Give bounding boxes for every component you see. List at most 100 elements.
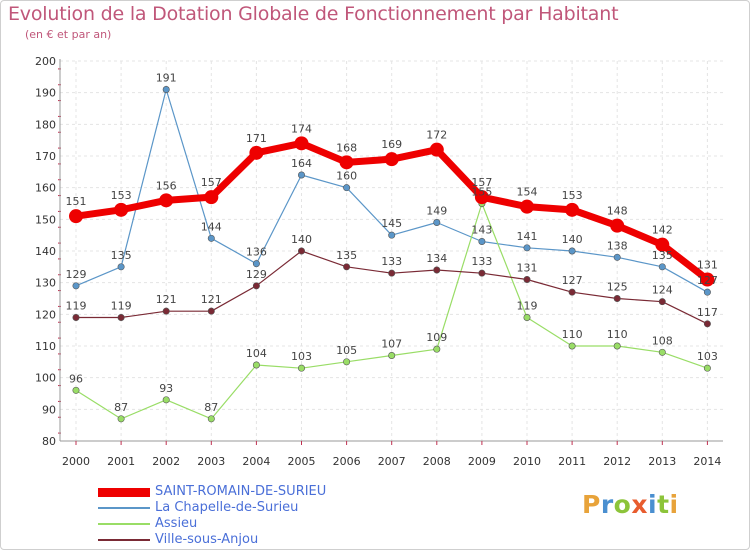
data-label: 125 [607, 281, 628, 294]
y-tick-label: 160 [35, 182, 56, 195]
data-point [297, 171, 305, 179]
data-label: 156 [156, 179, 177, 192]
data-point [610, 218, 625, 233]
data-label: 121 [156, 293, 177, 306]
data-point [162, 86, 170, 94]
data-label: 151 [66, 195, 87, 208]
x-tick-label: 2008 [423, 455, 451, 468]
data-point [703, 288, 711, 296]
data-label: 154 [517, 186, 538, 199]
data-label: 117 [697, 306, 718, 319]
data-point [700, 272, 715, 287]
legend-item: La Chapelle-de-Surieu [98, 500, 398, 516]
x-tick-label: 2002 [152, 455, 180, 468]
y-tick-label: 180 [35, 118, 56, 131]
logo-letter: t [657, 490, 670, 519]
data-label: 131 [517, 262, 538, 275]
data-point [478, 269, 486, 277]
data-point [249, 145, 264, 160]
data-point [159, 193, 174, 208]
data-point [252, 282, 260, 290]
data-label: 153 [111, 189, 132, 202]
logo-letter: i [648, 490, 658, 519]
data-point [658, 263, 666, 271]
x-tick-label: 2012 [603, 455, 631, 468]
data-point [478, 238, 486, 246]
data-point [655, 237, 670, 252]
y-tick-label: 80 [42, 435, 56, 448]
data-point [658, 298, 666, 306]
data-label: 144 [201, 220, 222, 233]
legend-label: La Chapelle-de-Surieu [155, 500, 299, 515]
data-point [72, 282, 80, 290]
data-label: 131 [697, 259, 718, 272]
data-point [294, 136, 309, 151]
data-point [207, 415, 215, 423]
x-tick-label: 2010 [513, 455, 541, 468]
y-tick-label: 190 [35, 87, 56, 100]
data-point [207, 234, 215, 242]
data-label: 171 [246, 132, 267, 145]
data-point [114, 202, 129, 217]
data-point [520, 199, 534, 214]
y-tick-label: 140 [35, 245, 56, 258]
data-point [297, 247, 305, 255]
x-tick-label: 2005 [288, 455, 316, 468]
data-point [433, 345, 441, 353]
data-label: 145 [381, 217, 402, 230]
data-label: 174 [291, 122, 312, 135]
y-tick-label: 120 [35, 308, 56, 321]
data-point [703, 320, 711, 328]
data-label: 157 [471, 176, 492, 189]
data-point [433, 266, 441, 274]
data-label: 103 [697, 350, 718, 363]
data-label: 110 [607, 328, 628, 341]
data-point [117, 415, 125, 423]
data-label: 133 [381, 255, 402, 268]
data-point [703, 364, 711, 372]
data-label: 103 [291, 350, 312, 363]
data-point [433, 219, 441, 227]
logo-letter: P [582, 490, 601, 519]
x-tick-label: 2007 [378, 455, 406, 468]
data-point [523, 275, 531, 283]
data-label: 93 [159, 382, 173, 395]
chart-title: Evolution de la Dotation Globale de Fonc… [8, 3, 619, 25]
data-label: 191 [156, 72, 177, 85]
data-point [72, 313, 80, 321]
x-tick-label: 2011 [558, 455, 586, 468]
legend-swatch [98, 523, 150, 525]
y-tick-label: 90 [42, 403, 56, 416]
data-point [207, 307, 215, 315]
data-label: 129 [66, 268, 87, 281]
x-tick-label: 2013 [648, 455, 676, 468]
x-tick-label: 2004 [242, 455, 270, 468]
data-point [339, 155, 354, 170]
data-label: 155 [471, 186, 492, 199]
data-label: 140 [562, 233, 583, 246]
y-tick-label: 100 [35, 372, 56, 385]
data-point [613, 294, 621, 302]
data-label: 87 [114, 401, 128, 414]
data-label: 119 [111, 300, 132, 313]
data-label: 121 [201, 293, 222, 306]
legend-label: SAINT-ROMAIN-DE-SURIEU [155, 484, 327, 499]
data-label: 104 [246, 347, 267, 360]
data-point [343, 358, 351, 366]
logo-letter: r [600, 490, 614, 519]
data-label: 136 [246, 246, 267, 259]
data-point [252, 260, 260, 268]
data-label: 172 [426, 129, 447, 142]
data-label: 109 [426, 331, 447, 344]
data-label: 105 [336, 344, 357, 357]
data-label: 148 [607, 205, 628, 218]
data-label: 127 [562, 274, 583, 287]
data-label: 108 [652, 334, 673, 347]
y-tick-label: 170 [35, 150, 56, 163]
data-label: 134 [426, 252, 447, 265]
legend-item: SAINT-ROMAIN-DE-SURIEU [98, 484, 398, 500]
data-label: 107 [381, 338, 402, 351]
data-label: 153 [562, 189, 583, 202]
legend: SAINT-ROMAIN-DE-SURIEU La Chapelle-de-Sur… [98, 484, 398, 548]
data-label: 127 [697, 274, 718, 287]
